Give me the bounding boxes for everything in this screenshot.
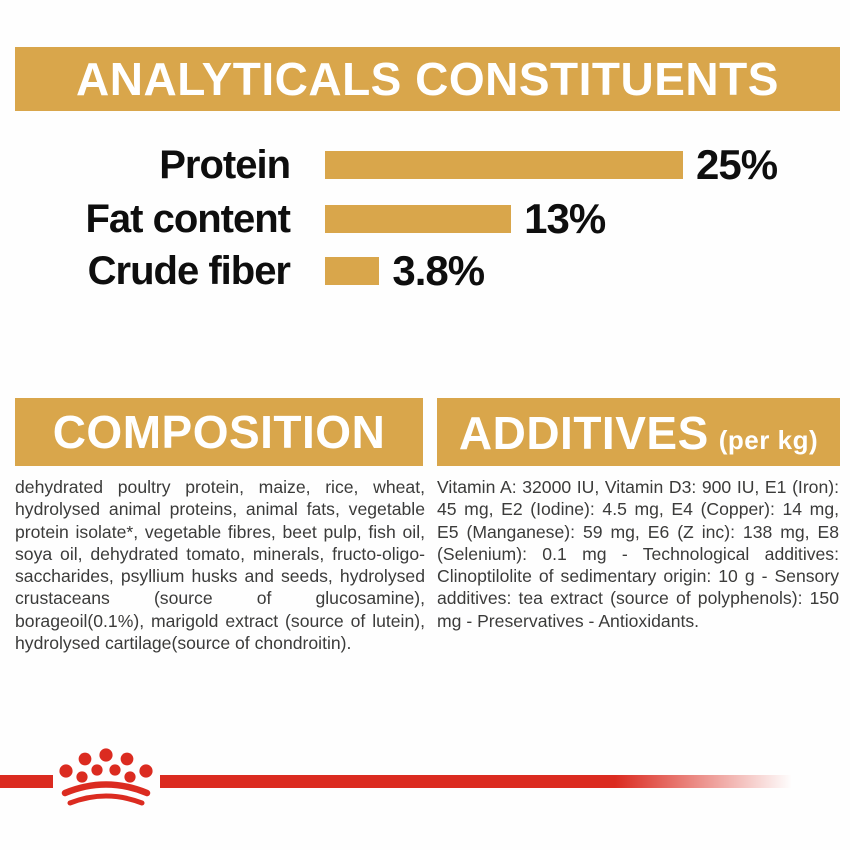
fat-content-bar	[325, 205, 512, 233]
chart-row-protein: Protein 25%	[0, 141, 850, 188]
protein-bar	[325, 151, 683, 179]
additives-header: ADDITIVES (per kg)	[437, 398, 840, 466]
additives-per-kg-label: (per kg)	[718, 425, 819, 455]
composition-body: dehydrated poultry protein, maize, rice,…	[15, 477, 425, 654]
royal-canin-crown-icon	[59, 748, 153, 806]
chart-row-fat-content: Fat content 13%	[0, 195, 850, 242]
composition-title: COMPOSITION	[52, 406, 386, 458]
fat-content-value: 13%	[524, 195, 606, 242]
analytical-constituents-title: ANALYTICALS CONSTITUENTS	[76, 53, 779, 105]
analytical-constituents-header: ANALYTICALS CONSTITUENTS	[15, 47, 840, 111]
fat-content-label: Fat content	[85, 196, 291, 241]
composition-header: COMPOSITION	[15, 398, 423, 466]
chart-row-crude-fiber: Crude fiber 3.8%	[0, 247, 850, 294]
additives-body: Vitamin A: 32000 IU, Vitamin D3: 900 IU,…	[437, 477, 839, 631]
crude-fiber-label: Crude fiber	[87, 248, 291, 293]
footer-red-line-right	[160, 775, 792, 788]
additives-title: ADDITIVES	[458, 407, 709, 459]
protein-value: 25%	[696, 141, 778, 188]
footer-red-line-left	[0, 775, 53, 788]
crude-fiber-bar	[325, 257, 380, 285]
protein-label: Protein	[159, 142, 291, 187]
crude-fiber-value: 3.8%	[392, 247, 485, 294]
